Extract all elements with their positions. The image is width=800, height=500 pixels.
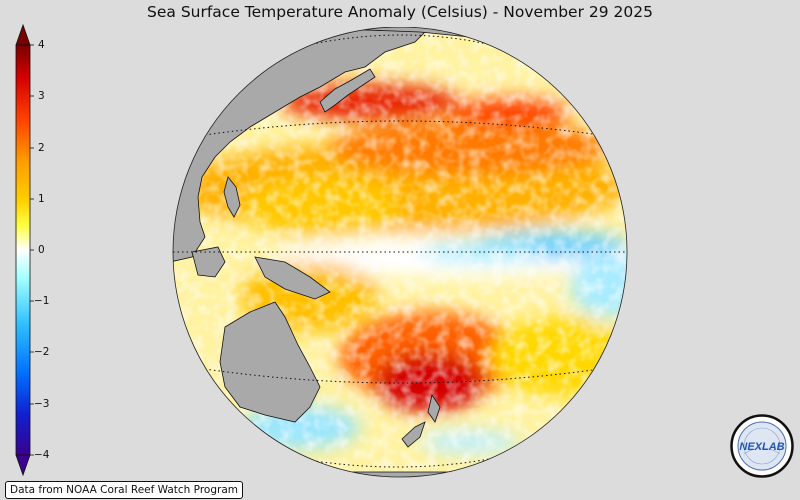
latitude-line-30s [204,368,601,384]
colorbar-tick-label: 0 [38,244,45,256]
globe-outline [172,27,628,478]
globe-map [172,27,628,478]
land-new-guinea [254,256,331,300]
land-borneo [191,246,226,278]
land-new-zealand-north [427,394,441,423]
colorbar-tick-label: 4 [38,39,45,51]
colorbar [15,23,34,477]
colorbar-tick-label: −2 [34,346,50,358]
land-australia [219,301,321,423]
colorbar-tick-label: 3 [38,90,45,102]
logo-text: NEXLAB [739,441,784,453]
colorbar-tick-label: 1 [38,193,45,205]
colorbar-gradient [15,44,31,456]
colorbar-tick-label: −4 [34,449,50,461]
map-title: Sea Surface Temperature Anomaly (Celsius… [147,3,653,21]
colorbar-tick-label: 2 [38,142,45,154]
colorbar-top-arrow [15,23,31,46]
latitude-line-60n [289,34,501,50]
land-philippines [223,176,241,218]
data-credit: Data from NOAA Coral Reef Watch Program [5,481,243,499]
land-japan [319,68,376,113]
latitude-line-30n [204,120,601,136]
nexlab-logo: NEXLAB [730,414,794,478]
colorbar-bottom-arrow [15,454,31,477]
colorbar-tick-label: −3 [34,398,50,410]
land-new-zealand-south [401,421,426,448]
colorbar-tick-label: −1 [34,295,50,307]
